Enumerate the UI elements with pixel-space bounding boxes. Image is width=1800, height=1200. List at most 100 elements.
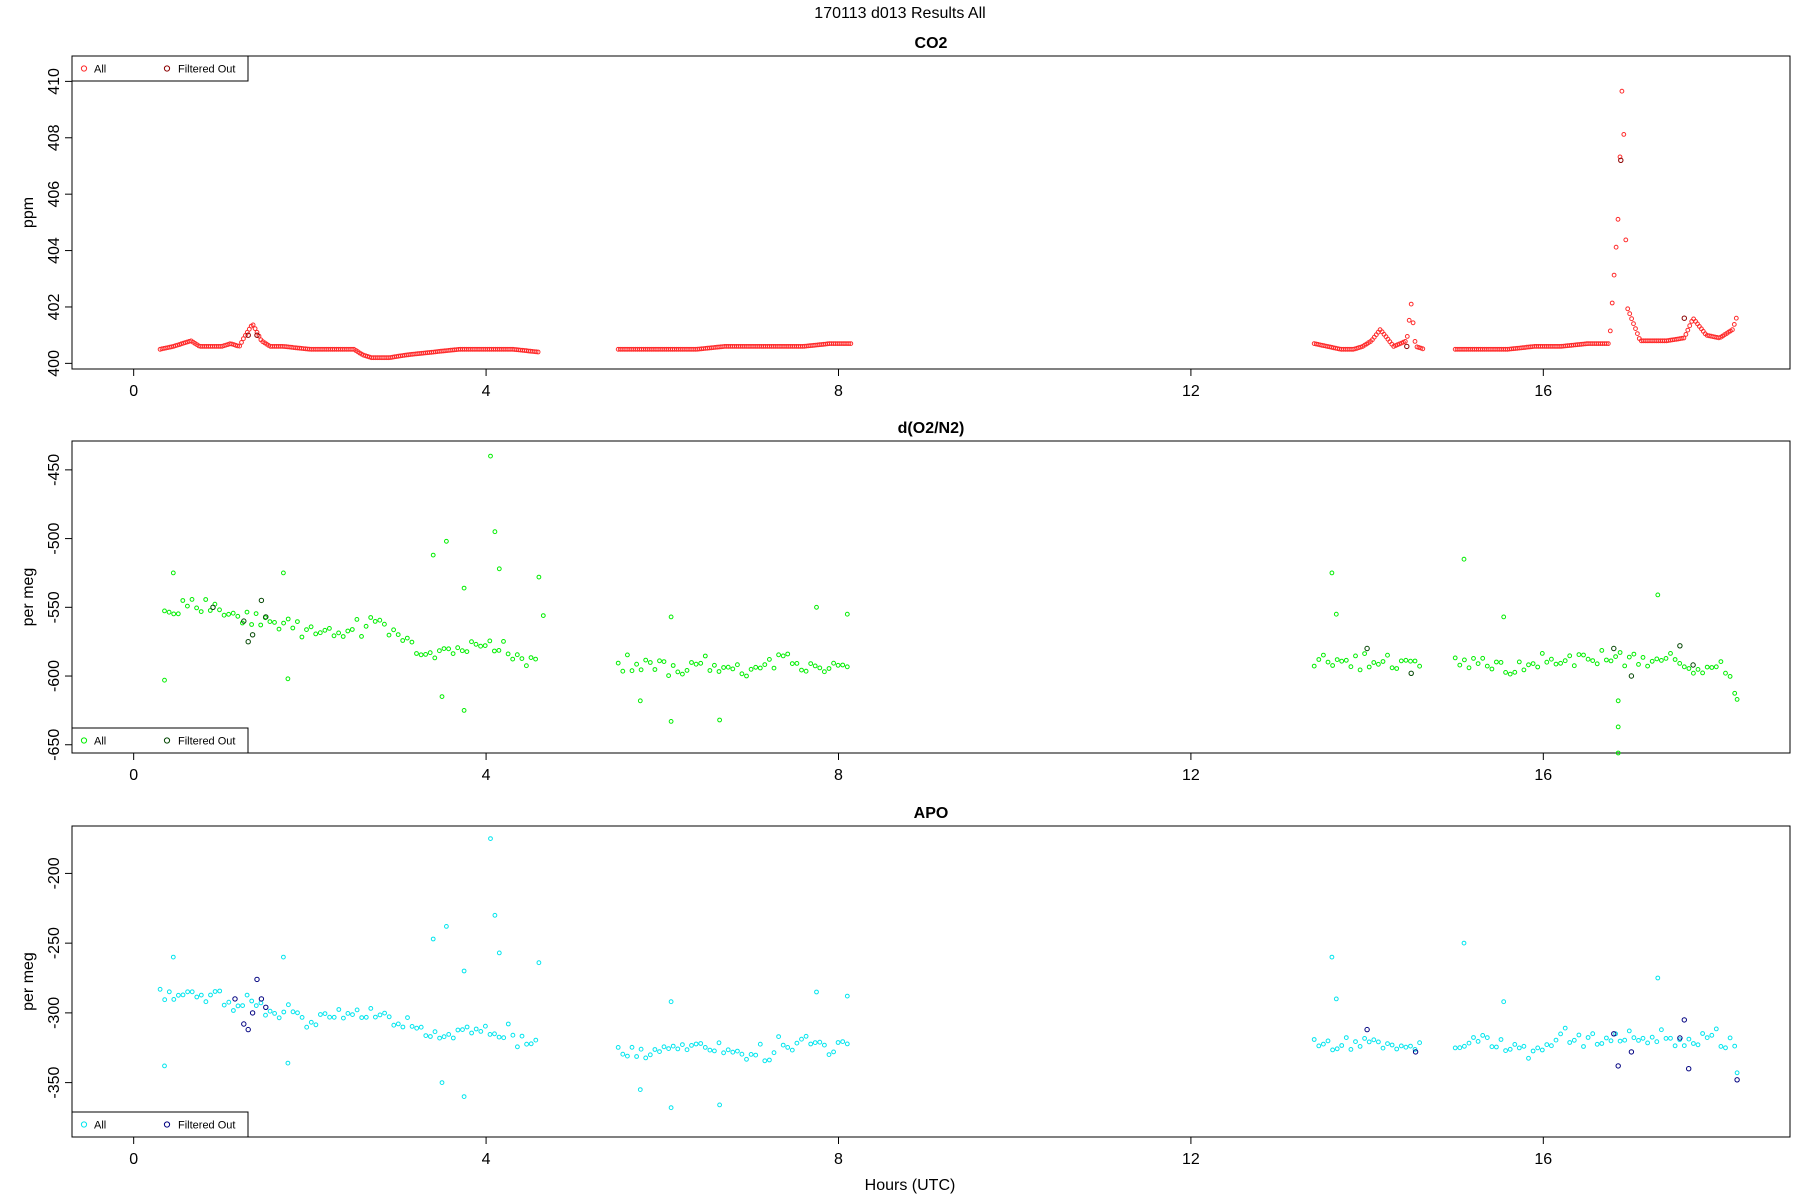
data-point (1607, 328, 1613, 334)
data-point (241, 336, 246, 342)
data-point (1475, 1039, 1481, 1044)
legend: All Filtered Out (71, 727, 249, 754)
data-point (808, 1041, 814, 1047)
data-point (1594, 661, 1600, 667)
data-point (299, 634, 305, 640)
filtered-point (1677, 1035, 1683, 1041)
x-tick-label: 0 (129, 383, 138, 400)
legend-marker-all (80, 737, 88, 744)
filtered-point (263, 1004, 269, 1010)
data-point (217, 607, 222, 613)
data-point (441, 1034, 447, 1040)
data-point (207, 608, 213, 613)
data-point (744, 673, 749, 679)
data-point (469, 639, 474, 645)
data-point (1544, 1042, 1550, 1047)
data-point (459, 648, 465, 654)
data-point (189, 597, 195, 602)
data-point (340, 634, 346, 639)
data-point (625, 652, 630, 658)
legend: All Filtered Out (71, 55, 249, 82)
data-point (1549, 656, 1554, 662)
data-point (1461, 556, 1467, 562)
data-point (1535, 1045, 1541, 1051)
data-point (620, 1051, 626, 1057)
data-point (1539, 651, 1545, 656)
legend: All Filtered Out (71, 1111, 249, 1138)
filtered-point (1681, 315, 1688, 321)
legend-label-all: All (94, 1120, 106, 1132)
data-point (844, 664, 850, 670)
data-point (1410, 320, 1416, 326)
data-point (372, 619, 378, 624)
data-point (668, 719, 674, 724)
data-point (1681, 1043, 1687, 1048)
data-point (1357, 667, 1363, 673)
data-point (1343, 1035, 1349, 1040)
data-point (1655, 975, 1661, 981)
filtered-point (245, 1026, 251, 1033)
data-point (492, 912, 498, 918)
data-point (281, 1009, 287, 1015)
data-point (1544, 659, 1550, 665)
data-point (368, 615, 374, 620)
data-point (327, 626, 332, 631)
data-point (812, 663, 818, 669)
data-point (675, 1046, 681, 1052)
data-point (368, 1006, 374, 1011)
data-point (1457, 662, 1463, 668)
data-point (427, 650, 433, 656)
y-tick-label: -600 (46, 660, 63, 692)
data-point (515, 1044, 520, 1050)
data-point (272, 1011, 278, 1016)
data-point (661, 1044, 667, 1050)
data-point (439, 694, 445, 699)
data-point (1567, 1040, 1573, 1045)
data-point (680, 671, 685, 677)
data-point (684, 1047, 690, 1053)
data-point (1677, 661, 1683, 666)
data-point (1512, 669, 1518, 675)
data-point (1462, 1043, 1467, 1049)
data-point (1420, 346, 1426, 352)
data-point (712, 1048, 717, 1054)
data-point (203, 597, 209, 602)
data-point (735, 1048, 740, 1054)
data-point (400, 638, 406, 643)
data-point (1389, 1042, 1395, 1048)
data-point (455, 645, 461, 651)
data-point (1590, 1031, 1596, 1037)
legend-marker-filtered (163, 65, 171, 72)
data-point (771, 665, 777, 671)
data-point (1636, 1038, 1641, 1043)
data-point (540, 613, 546, 618)
data-points (157, 836, 1740, 1111)
data-point (492, 648, 497, 654)
data-point (1501, 614, 1507, 620)
legend-label-filtered: Filtered Out (178, 64, 235, 76)
data-point (1526, 1055, 1531, 1061)
data-point (1617, 1038, 1623, 1044)
data-point (657, 658, 662, 664)
filtered-point (210, 604, 216, 610)
data-point (1471, 656, 1476, 661)
data-point (295, 1010, 300, 1016)
data-point (253, 611, 259, 616)
data-point (496, 566, 502, 572)
y-tick-label: -500 (46, 522, 63, 554)
data-point (510, 656, 516, 662)
filtered-point (1618, 157, 1624, 164)
filtered-point (263, 614, 269, 620)
data-point (244, 609, 250, 615)
data-point (1718, 1044, 1724, 1049)
data-point (1571, 1037, 1577, 1043)
data-point (680, 1042, 685, 1047)
data-point (1704, 664, 1710, 670)
data-point (1599, 1041, 1605, 1046)
data-point (668, 1105, 674, 1111)
data-point (1621, 132, 1627, 137)
data-point (1503, 670, 1508, 675)
data-point (290, 1009, 296, 1015)
data-point (1627, 311, 1633, 317)
data-point (844, 993, 850, 999)
